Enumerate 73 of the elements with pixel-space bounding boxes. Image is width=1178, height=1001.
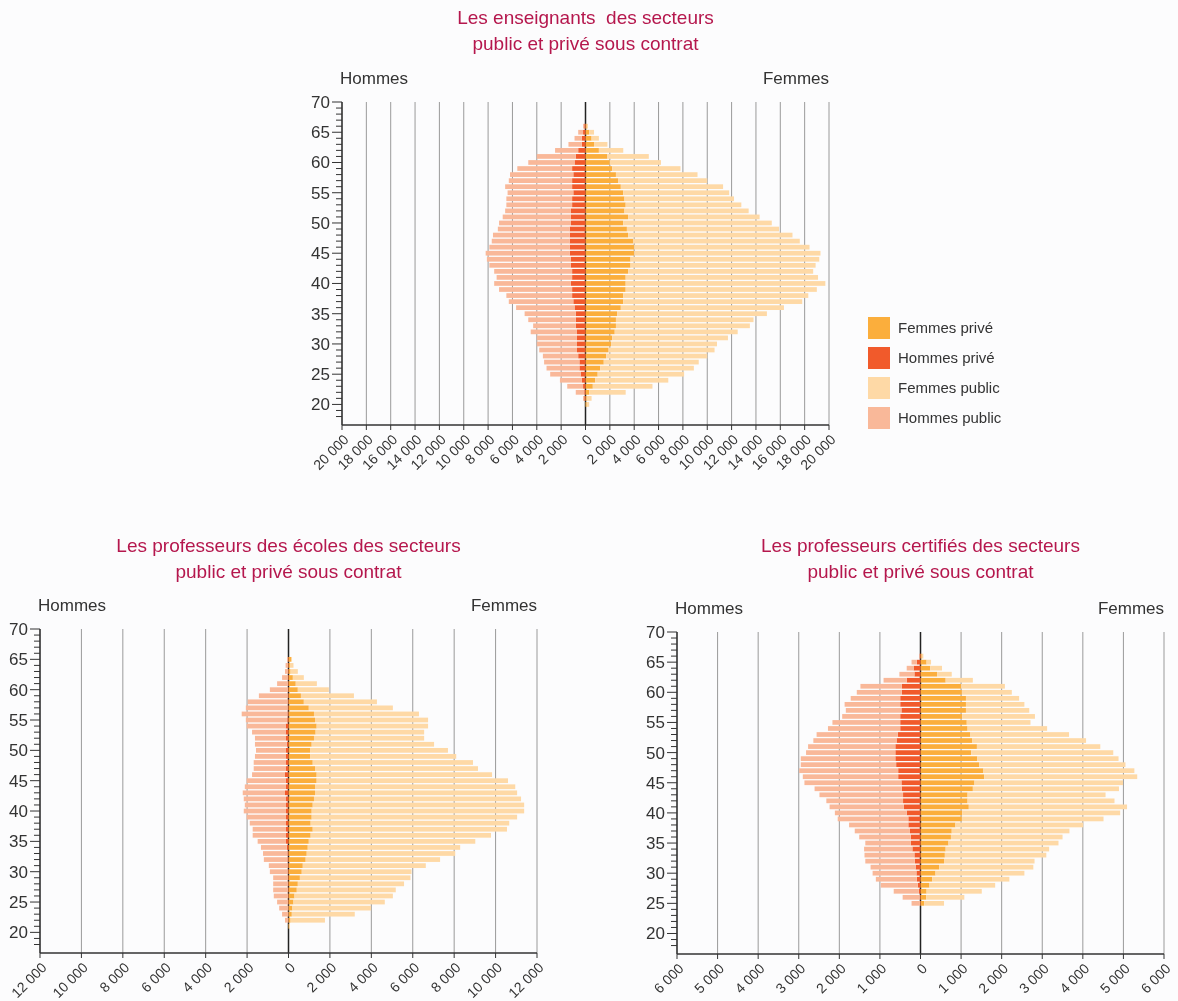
x-tick-label: 5 000 xyxy=(1096,960,1134,997)
x-tick-label: 5 000 xyxy=(691,960,728,997)
y-tick-label: 50 xyxy=(646,743,665,763)
legend-label: Hommes privé xyxy=(898,349,995,367)
y-tick-label: 65 xyxy=(9,650,28,670)
x-tick-label: 1 000 xyxy=(934,960,971,997)
x-tick-label: 0 xyxy=(578,431,596,449)
y-tick-label: 40 xyxy=(646,803,665,823)
y-tick-label: 30 xyxy=(9,862,28,882)
text: Hommes xyxy=(675,599,744,618)
y-tick-label: 30 xyxy=(646,864,665,884)
y-tick-label: 25 xyxy=(311,365,330,385)
y-tick-label: 20 xyxy=(9,923,28,943)
x-tick-label: 8 000 xyxy=(96,959,133,996)
x-tick-label: 2 000 xyxy=(220,959,257,996)
x-tick-label: 2 000 xyxy=(975,960,1012,997)
y-tick-label: 55 xyxy=(311,183,330,203)
x-tick-label: 6 000 xyxy=(137,959,174,996)
y-tick-label: 65 xyxy=(646,653,665,673)
y-tick-label: 70 xyxy=(311,92,330,112)
y-tick-label: 70 xyxy=(646,622,665,642)
y-tick-label: 30 xyxy=(311,334,330,354)
y-tick-label: 45 xyxy=(311,244,330,264)
legend-label: Femmes privé xyxy=(898,319,994,337)
y-tick-label: 60 xyxy=(9,680,28,700)
legend-label: Hommes public xyxy=(898,409,1002,427)
y-tick-label: 35 xyxy=(646,834,665,853)
x-tick-label: 1 000 xyxy=(853,960,890,997)
y-tick-label: 70 xyxy=(9,619,28,639)
y-tick-label: 55 xyxy=(646,713,665,733)
chart-title: Les professeurs certifiés des secteurs public et privé sous contrat xyxy=(761,535,1080,582)
x-tick-label: 12 000 xyxy=(504,959,547,1001)
x-tick-label: 6 000 xyxy=(650,960,687,997)
x-tick-label: 0 xyxy=(281,959,299,977)
x-tick-label: 8 000 xyxy=(427,959,464,996)
x-tick-label: 3 000 xyxy=(772,960,809,997)
x-tick-label: 4 000 xyxy=(344,959,382,996)
x-tick-label: 10 000 xyxy=(463,959,506,1001)
y-tick-label: 65 xyxy=(311,123,330,143)
y-tick-label: 20 xyxy=(646,924,665,944)
y-tick-label: 35 xyxy=(311,304,330,324)
text: Femmes xyxy=(762,69,829,88)
y-tick-label: 45 xyxy=(9,771,28,791)
y-tick-label: 60 xyxy=(646,683,665,703)
y-tick-label: 50 xyxy=(311,213,330,233)
x-tick-label: 12 000 xyxy=(7,959,50,1001)
text: Hommes xyxy=(340,69,409,88)
x-tick-label: 4 000 xyxy=(1056,960,1093,997)
x-tick-label: 0 xyxy=(913,960,931,978)
x-tick-label: 10 000 xyxy=(49,959,92,1001)
chart-title: Les professeurs des écoles des secteurs public et privé sous contrat xyxy=(116,535,461,582)
chart-title: Les enseignants des secteurs public et privé sous contrat xyxy=(457,7,714,54)
x-tick-label: 6 000 xyxy=(1137,960,1174,997)
x-tick-label: 2 000 xyxy=(812,960,850,997)
y-tick-label: 50 xyxy=(9,741,28,761)
legend-label: Femmes public xyxy=(898,379,1001,397)
y-tick-label: 45 xyxy=(646,773,665,793)
text: Hommes xyxy=(38,596,107,615)
y-tick-label: 40 xyxy=(9,801,28,821)
y-tick-label: 55 xyxy=(9,710,28,730)
x-tick-label: 4 000 xyxy=(179,959,216,996)
y-tick-label: 40 xyxy=(311,274,330,294)
x-tick-label: 3 000 xyxy=(1015,960,1052,997)
y-tick-label: 60 xyxy=(311,153,330,173)
y-tick-label: 25 xyxy=(646,894,665,914)
x-tick-label: 6 000 xyxy=(386,959,423,996)
x-tick-label: 4 000 xyxy=(731,960,768,997)
text: Femmes xyxy=(1097,599,1164,618)
x-tick-label: 2 000 xyxy=(303,959,340,996)
text: Femmes xyxy=(470,596,537,615)
y-tick-label: 25 xyxy=(9,892,28,912)
y-tick-label: 35 xyxy=(9,832,28,852)
y-tick-label: 20 xyxy=(311,395,330,415)
